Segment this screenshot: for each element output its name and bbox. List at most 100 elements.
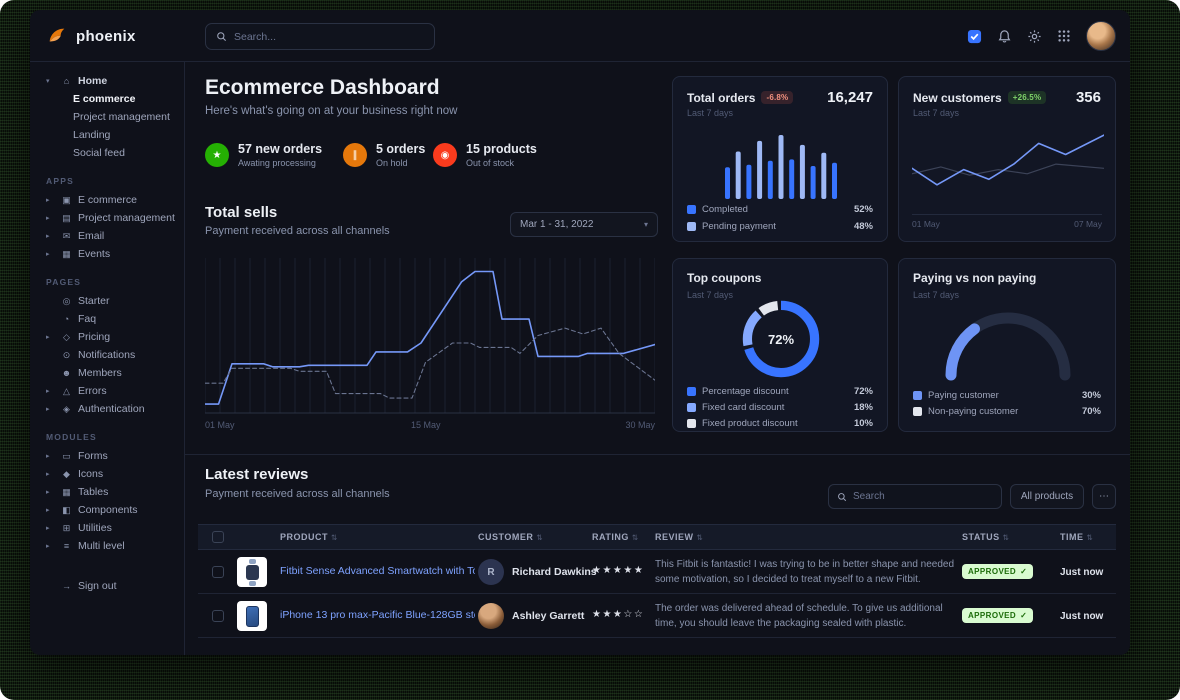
column-rating[interactable]: RATING ⇅ xyxy=(592,532,639,542)
product-link[interactable]: Fitbit Sense Advanced Smartwatch with To… xyxy=(280,565,475,577)
status-label: APPROVED xyxy=(968,567,1017,576)
sidebar-item-label: Authentication xyxy=(78,403,145,415)
app-window: phoenix xyxy=(30,10,1130,655)
layers-icon: ≡ xyxy=(63,541,70,551)
legend-label: Non-paying customer xyxy=(928,406,1019,417)
legend-swatch xyxy=(687,222,696,231)
review-row-2[interactable]: iPhone 13 pro max-Pacific Blue-128GB sto… xyxy=(198,594,1116,638)
sidebar-item-multi-level[interactable]: ▸ ≡ Multi level xyxy=(30,537,184,555)
sort-icon[interactable]: ⇅ xyxy=(1002,532,1010,542)
home-icon: ⌂ xyxy=(63,76,70,86)
sidebar-item-project-management[interactable]: Project management xyxy=(30,108,184,126)
sidebar-item-home[interactable]: ▾ ⌂ Home xyxy=(30,72,184,90)
all-products-filter[interactable]: All products xyxy=(1010,484,1084,509)
reviews-search[interactable] xyxy=(828,484,1002,509)
sidebar-item-tables[interactable]: ▸ ▦ Tables xyxy=(30,483,184,501)
card-title: Total orders xyxy=(687,90,756,105)
sign-out-icon: → xyxy=(62,581,71,591)
search-icon xyxy=(217,32,226,41)
sidebar-item-label: Project management xyxy=(73,111,170,123)
sidebar-item-pricing[interactable]: ▸ ◇ Pricing xyxy=(30,328,184,346)
sidebar-item-authentication[interactable]: ▸ ◈ Authentication xyxy=(30,400,184,418)
sidebar-item-apps-project-management[interactable]: ▸ ▤ Project management xyxy=(30,209,184,227)
legend-swatch xyxy=(913,391,922,400)
sidebar-item-landing[interactable]: Landing xyxy=(30,126,184,144)
product-link[interactable]: iPhone 13 pro max-Pacific Blue-128GB sto… xyxy=(280,609,475,621)
sidebar-item-social-feed[interactable]: Social feed xyxy=(30,144,184,162)
sidebar-item-events[interactable]: ▸ ▦ Events xyxy=(30,245,184,263)
review-row-1[interactable]: Fitbit Sense Advanced Smartwatch with To… xyxy=(198,550,1116,594)
legend-label: Paying customer xyxy=(928,390,999,401)
sidebar-item-utilities[interactable]: ▸ ⊞ Utilities xyxy=(30,519,184,537)
more-options-button[interactable]: ⋯ xyxy=(1092,484,1116,509)
reviews-search-input[interactable] xyxy=(853,491,993,502)
caret-right-icon: ▸ xyxy=(46,525,50,532)
review-time: Just now xyxy=(1060,567,1104,578)
shapes-icon: ◆ xyxy=(63,468,70,479)
sidebar-item-members[interactable]: ☻ Members xyxy=(30,364,184,382)
legend-label: Fixed card discount xyxy=(702,402,785,413)
column-time[interactable]: TIME ⇅ xyxy=(1060,532,1093,542)
date-range-select[interactable]: Mar 1 - 31, 2022 ▾ xyxy=(510,212,658,237)
pause-glyph: ∥ xyxy=(352,149,358,161)
sort-icon[interactable]: ⇅ xyxy=(696,532,704,542)
legend-completed: Completed 52% xyxy=(687,204,873,215)
mail-icon: ✉ xyxy=(62,230,71,241)
status-badge: APPROVED ✓ xyxy=(962,608,1034,623)
column-label: RATING xyxy=(592,532,629,542)
sidebar-item-components[interactable]: ▸ ◧ Components xyxy=(30,501,184,519)
reviews-table-header: PRODUCT ⇅ CUSTOMER ⇅ RATING ⇅ REVIEW ⇅ STATU… xyxy=(198,524,1116,550)
column-review[interactable]: REVIEW ⇅ xyxy=(655,532,703,542)
row-checkbox[interactable] xyxy=(212,566,224,578)
sidebar-item-label: Members xyxy=(78,367,122,379)
gear-icon[interactable] xyxy=(1027,29,1042,44)
new-customers-value: 356 xyxy=(1075,89,1101,106)
sidebar-item-apps-ecommerce[interactable]: ▸ ▣ E commerce xyxy=(30,191,184,209)
sidebar-item-forms[interactable]: ▸ ▭ Forms xyxy=(30,447,184,465)
caret-right-icon: ▸ xyxy=(46,543,50,550)
card-title: New customers xyxy=(913,90,1002,105)
check-icon: ✓ xyxy=(1020,567,1028,576)
search-input[interactable] xyxy=(234,30,424,43)
page-title: Ecommerce Dashboard xyxy=(205,76,440,99)
sidebar-item-notifications[interactable]: ⊙ Notifications xyxy=(30,346,184,364)
top-coupons-card: Top coupons Last 7 days 72% Percentage d… xyxy=(672,258,888,432)
legend-value: 48% xyxy=(853,221,873,232)
apps-grid-icon[interactable] xyxy=(1057,29,1071,43)
sidebar-item-email[interactable]: ▸ ✉ Email xyxy=(30,227,184,245)
sort-icon[interactable]: ⇅ xyxy=(536,532,544,542)
stat-new-orders: ★ 57 new orders Awating processing xyxy=(205,142,322,168)
total-sells-x-axis: 01 May 15 May 30 May xyxy=(205,420,655,432)
column-status[interactable]: STATUS ⇅ xyxy=(962,532,1009,542)
column-product[interactable]: PRODUCT ⇅ xyxy=(280,532,338,542)
sidebar-heading-apps: APPS xyxy=(46,176,74,186)
legend-fixed-product-discount: Fixed product discount 10% xyxy=(687,418,873,429)
sidebar-item-faq[interactable]: ◔ Faq xyxy=(30,310,184,328)
row-checkbox[interactable] xyxy=(212,610,224,622)
global-search[interactable] xyxy=(205,23,435,50)
bell-icon[interactable] xyxy=(997,29,1012,44)
sidebar-item-errors[interactable]: ▸ △ Errors xyxy=(30,382,184,400)
sort-icon[interactable]: ⇅ xyxy=(631,532,639,542)
sidebar-item-ecommerce[interactable]: E commerce xyxy=(30,90,184,108)
sign-out-button[interactable]: → Sign out xyxy=(30,577,184,595)
sort-icon[interactable]: ⇅ xyxy=(331,532,338,542)
sidebar-item-label: Events xyxy=(78,248,111,260)
column-customer[interactable]: CUSTOMER ⇅ xyxy=(478,532,543,542)
caret-right-icon: ▸ xyxy=(46,388,50,395)
user-avatar[interactable] xyxy=(1086,21,1116,51)
sidebar-item-starter[interactable]: ◎ Starter xyxy=(30,292,184,310)
sidebar-heading-pages: PAGES xyxy=(46,277,82,287)
sort-icon[interactable]: ⇅ xyxy=(1086,532,1094,542)
caret-right-icon: ▸ xyxy=(46,507,50,514)
caret-right-icon: ▸ xyxy=(46,334,50,341)
x-tick: 01 May xyxy=(912,219,940,229)
logo[interactable]: phoenix xyxy=(46,10,136,62)
x-tick: 01 May xyxy=(205,420,235,430)
select-all-checkbox[interactable] xyxy=(212,531,224,543)
section-divider xyxy=(185,454,1130,455)
total-sells-title: Total sells xyxy=(205,204,278,221)
theme-toggle-icon[interactable] xyxy=(967,29,982,44)
sidebar-item-icons[interactable]: ▸ ◆ Icons xyxy=(30,465,184,483)
